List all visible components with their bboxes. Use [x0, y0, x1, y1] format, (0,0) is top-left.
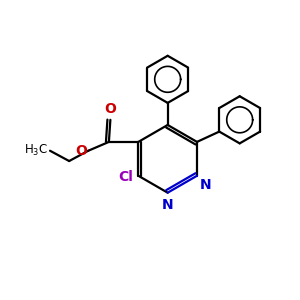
Text: N: N: [162, 198, 173, 212]
Text: H$_3$C: H$_3$C: [23, 143, 48, 158]
Text: O: O: [75, 144, 87, 158]
Text: N: N: [199, 178, 211, 192]
Text: Cl: Cl: [118, 170, 133, 184]
Text: O: O: [104, 102, 116, 116]
